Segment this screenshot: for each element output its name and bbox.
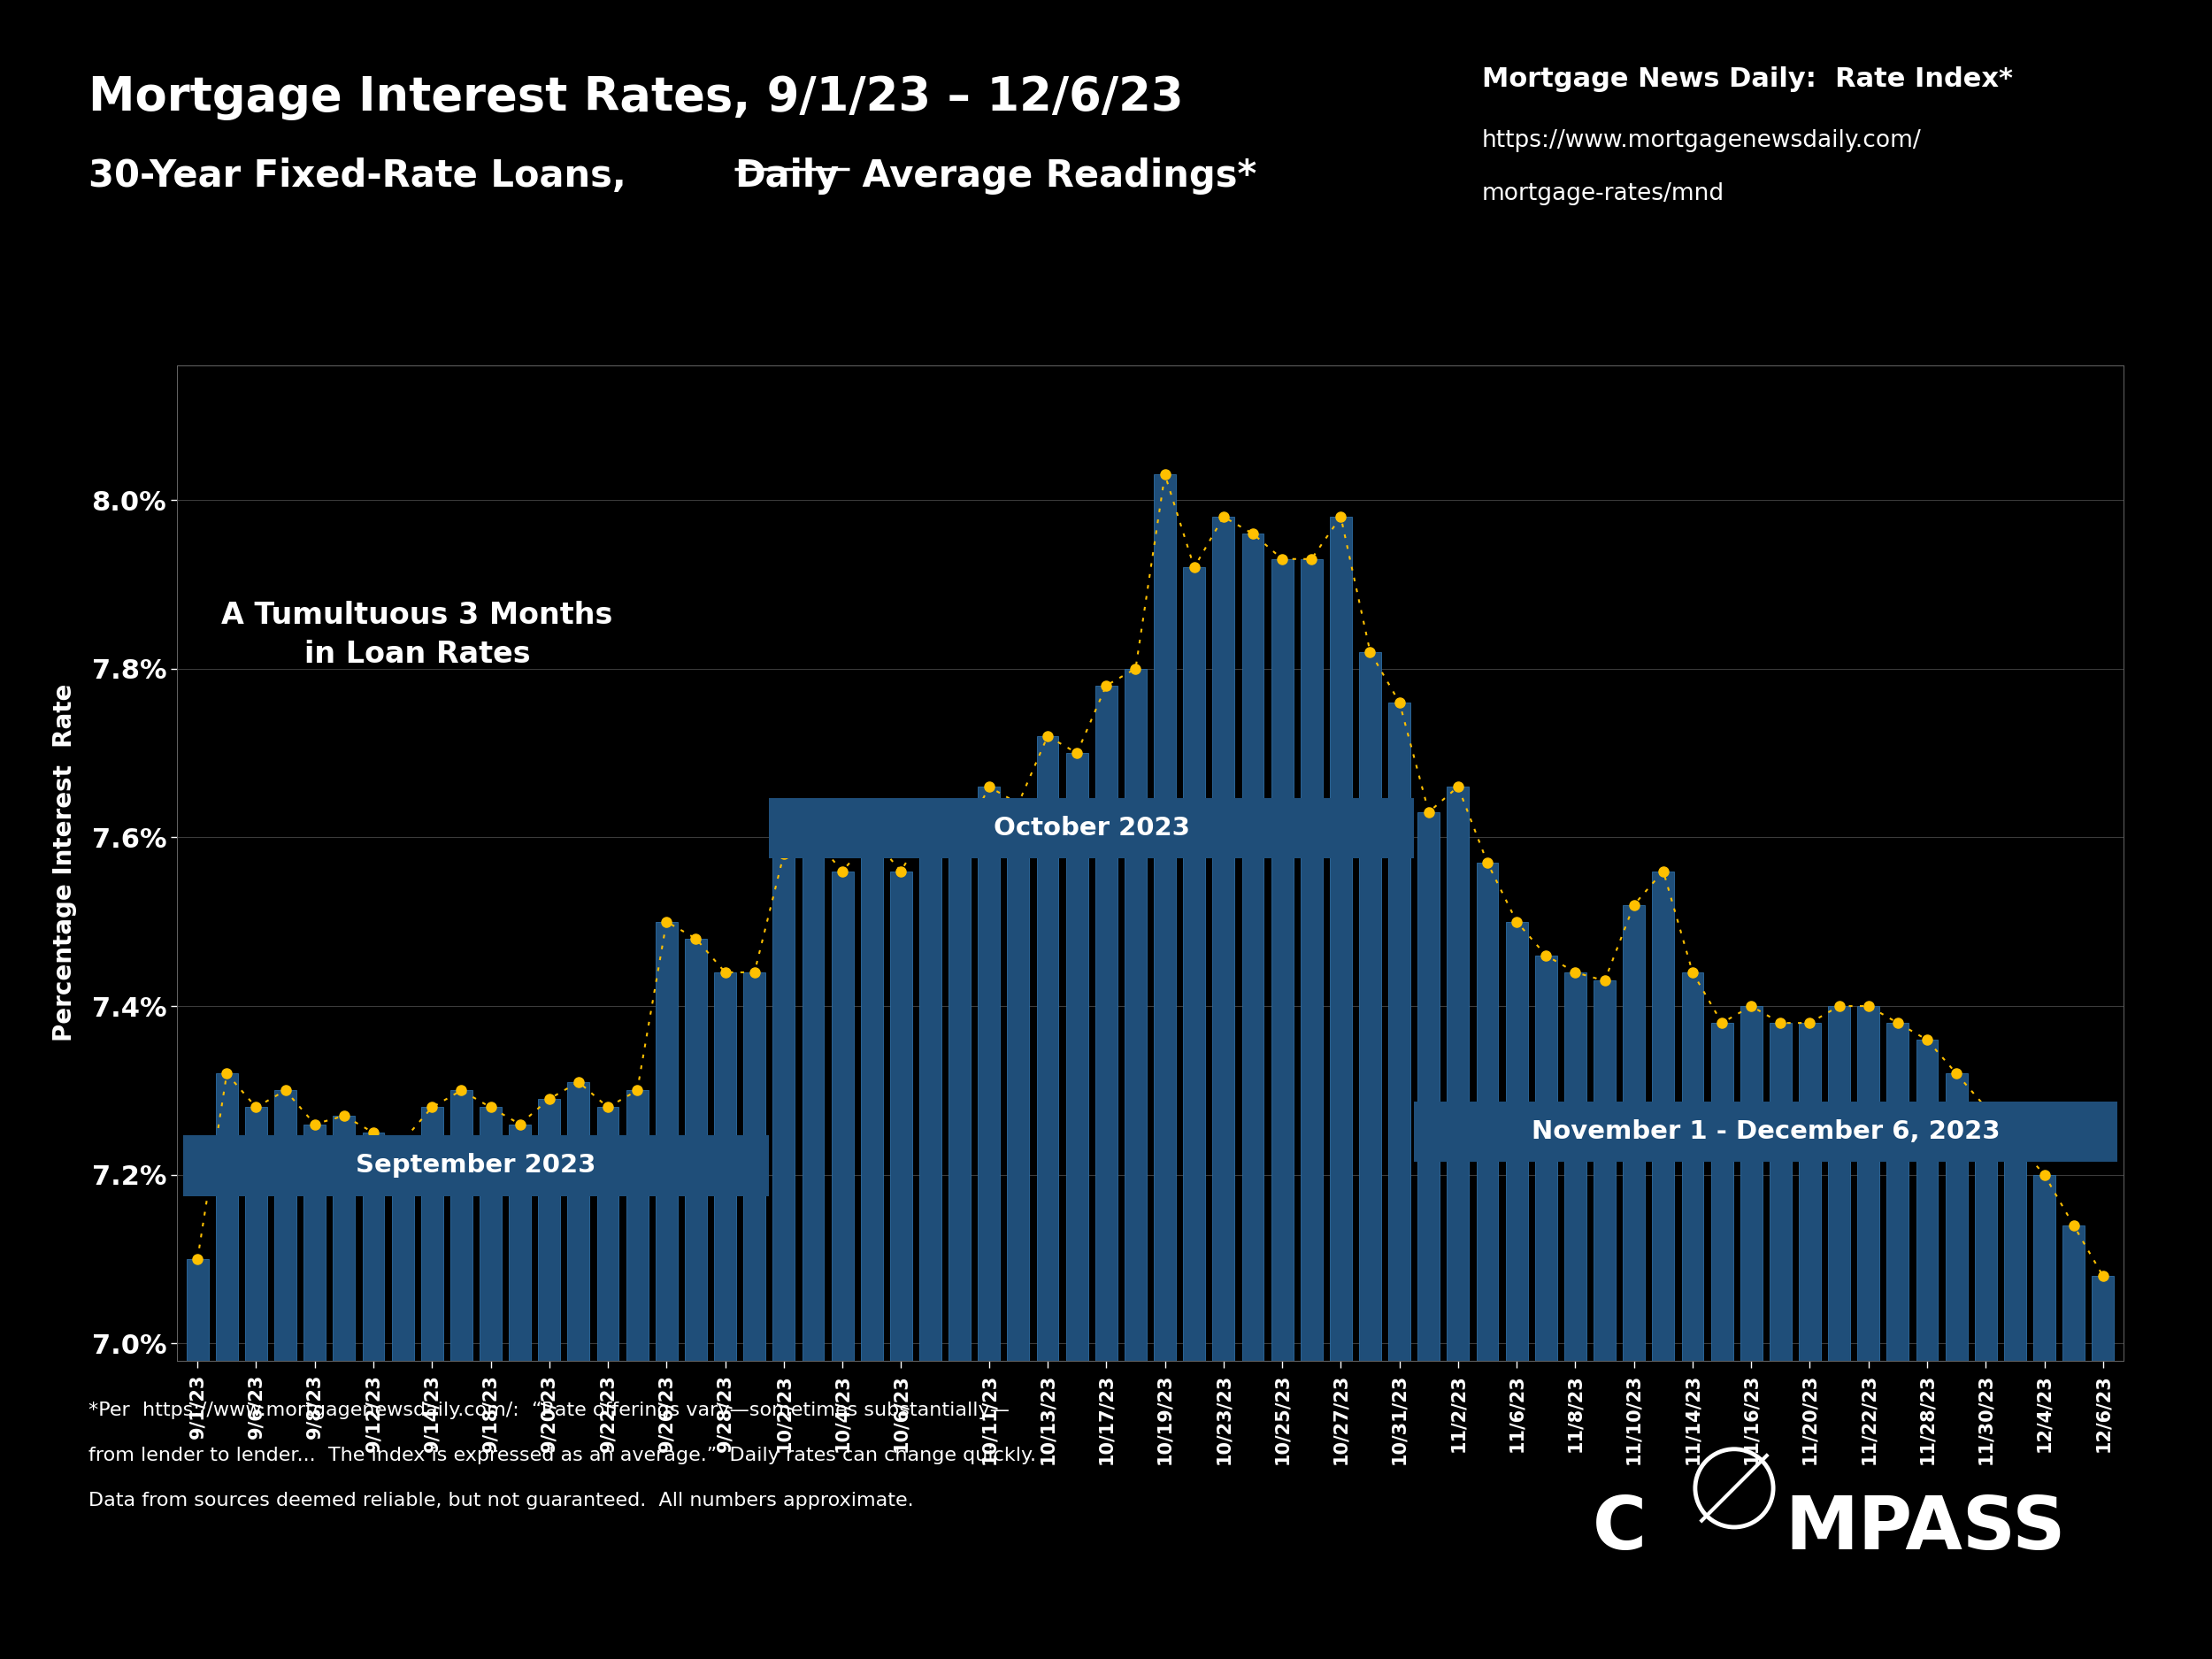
Bar [420, 1107, 442, 1659]
Bar [274, 1090, 296, 1659]
Bar [1506, 922, 1528, 1659]
Bar [1710, 1024, 1732, 1659]
Bar [2062, 1226, 2084, 1659]
Bar [1006, 803, 1029, 1659]
Bar [1564, 972, 1586, 1659]
Bar [480, 1107, 502, 1659]
Bar [2093, 1276, 2115, 1659]
Bar [1741, 1005, 1763, 1659]
Bar [303, 1125, 325, 1659]
Bar [1095, 685, 1117, 1659]
Bar [1858, 1005, 1880, 1659]
Bar [1916, 1040, 1938, 1659]
Text: C: C [1593, 1493, 1646, 1564]
Bar [1183, 567, 1206, 1659]
Text: Mortgage News Daily:  Rate Index*: Mortgage News Daily: Rate Index* [1482, 66, 2013, 91]
Bar [392, 1141, 414, 1659]
Text: A Tumultuous 3 Months
in Loan Rates: A Tumultuous 3 Months in Loan Rates [221, 601, 613, 669]
Bar [655, 922, 677, 1659]
Bar [1066, 753, 1088, 1659]
Text: Data from sources deemed reliable, but not guaranteed.  All numbers approximate.: Data from sources deemed reliable, but n… [88, 1491, 914, 1510]
Bar [1124, 669, 1146, 1659]
Bar [770, 798, 1413, 858]
Bar [1272, 559, 1294, 1659]
Bar [1593, 980, 1615, 1659]
Bar [743, 972, 765, 1659]
Bar [889, 871, 911, 1659]
Bar [1887, 1024, 1909, 1659]
Bar [1798, 1024, 1820, 1659]
Bar [832, 871, 854, 1659]
Text: Daily: Daily [734, 158, 838, 194]
Bar [1652, 871, 1674, 1659]
Bar [1329, 518, 1352, 1659]
Bar [1624, 904, 1646, 1659]
Bar [772, 854, 794, 1659]
Bar [714, 972, 737, 1659]
Bar [184, 1135, 770, 1196]
Bar [2033, 1175, 2055, 1659]
Bar [949, 846, 971, 1659]
Bar [626, 1090, 648, 1659]
Bar [1770, 1024, 1792, 1659]
Bar [1447, 786, 1469, 1659]
Text: Average Readings*: Average Readings* [849, 158, 1256, 194]
Bar [363, 1133, 385, 1659]
Bar [1944, 1073, 1966, 1659]
Text: October 2023: October 2023 [993, 816, 1190, 841]
Bar [1301, 559, 1323, 1659]
Bar [1389, 702, 1411, 1659]
Bar [217, 1073, 239, 1659]
Bar [686, 939, 708, 1659]
Bar [1681, 972, 1703, 1659]
Bar [597, 1107, 619, 1659]
Bar [1241, 534, 1263, 1659]
Text: from lender to lender...  The index is expressed as an average.”  Daily rates ca: from lender to lender... The index is ex… [88, 1447, 1035, 1465]
Bar [860, 838, 883, 1659]
Text: MPASS: MPASS [1785, 1493, 2066, 1564]
Text: Mortgage Interest Rates, 9/1/23 – 12/6/23: Mortgage Interest Rates, 9/1/23 – 12/6/2… [88, 75, 1183, 121]
Bar [1212, 518, 1234, 1659]
Y-axis label: Percentage Interest  Rate: Percentage Interest Rate [53, 684, 77, 1042]
Bar [978, 786, 1000, 1659]
Text: September 2023: September 2023 [356, 1153, 595, 1178]
Bar [1413, 1102, 2117, 1163]
Text: *Per  https://www.mortgagenewsdaily.com/:  “Rate offerings vary—sometimes substa: *Per https://www.mortgagenewsdaily.com/:… [88, 1402, 1009, 1420]
Bar [1975, 1107, 1997, 1659]
Bar [538, 1098, 560, 1659]
Bar [334, 1117, 356, 1659]
Bar [803, 838, 825, 1659]
Bar [451, 1090, 473, 1659]
Bar [568, 1082, 591, 1659]
Bar [1155, 474, 1177, 1659]
Bar [1037, 737, 1060, 1659]
Bar [2004, 1141, 2026, 1659]
Bar [920, 821, 942, 1659]
Bar [1358, 652, 1380, 1659]
Bar [246, 1107, 268, 1659]
Text: 30-Year Fixed-Rate Loans,: 30-Year Fixed-Rate Loans, [88, 158, 639, 194]
Text: mortgage-rates/mnd: mortgage-rates/mnd [1482, 182, 1725, 206]
Bar [1827, 1005, 1849, 1659]
Bar [1418, 811, 1440, 1659]
Text: November 1 - December 6, 2023: November 1 - December 6, 2023 [1531, 1120, 2000, 1145]
Bar [1535, 956, 1557, 1659]
Text: https://www.mortgagenewsdaily.com/: https://www.mortgagenewsdaily.com/ [1482, 129, 1922, 153]
Bar [186, 1259, 208, 1659]
Bar [509, 1125, 531, 1659]
Bar [1475, 863, 1498, 1659]
